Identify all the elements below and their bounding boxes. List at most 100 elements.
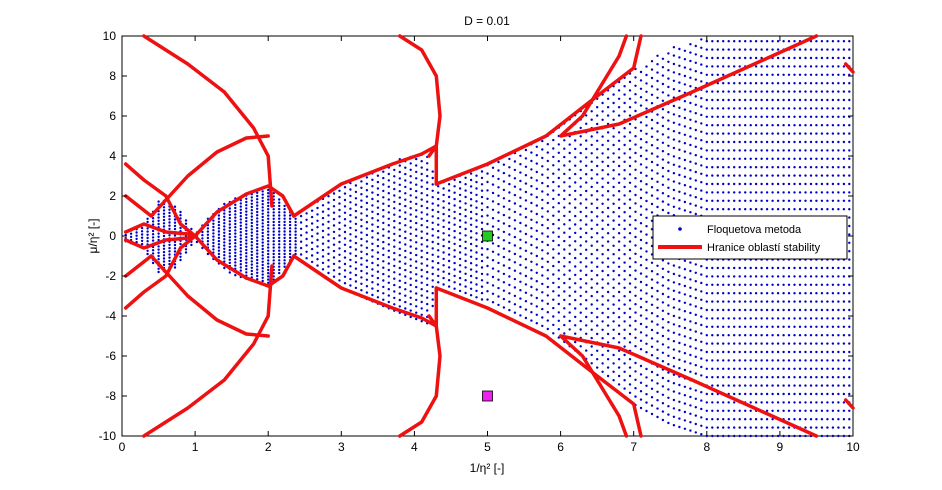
floquet-point: [447, 266, 451, 269]
floquet-point: [798, 73, 802, 77]
floquet-point: [590, 336, 593, 340]
floquet-point: [820, 132, 824, 135]
floquet-point: [310, 260, 314, 264]
floquet-point: [606, 164, 610, 168]
floquet-point: [590, 261, 593, 264]
floquet-point: [409, 226, 412, 229]
floquet-point: [261, 270, 264, 273]
floquet-point: [283, 217, 286, 220]
floquet-point: [568, 294, 571, 297]
floquet-point: [749, 266, 752, 270]
floquet-point: [343, 269, 347, 272]
floquet-point: [343, 224, 347, 227]
floquet-point: [530, 294, 533, 297]
floquet-point: [354, 261, 358, 264]
floquet-point: [288, 246, 292, 249]
floquet-point: [184, 222, 188, 225]
floquet-point: [694, 162, 697, 165]
floquet-point: [639, 96, 643, 99]
floquet-point: [239, 211, 242, 215]
floquet-point: [552, 256, 555, 259]
floquet-point: [804, 384, 807, 387]
floquet-point: [585, 315, 588, 319]
floquet-point: [645, 351, 648, 354]
floquet-point: [546, 302, 549, 305]
floquet-point: [557, 176, 560, 180]
floquet-point: [694, 120, 697, 123]
floquet-point: [842, 132, 846, 135]
floquet-point: [683, 133, 687, 136]
floquet-point: [782, 292, 785, 295]
floquet-point: [371, 274, 374, 277]
floquet-point: [568, 303, 571, 306]
floquet-point: [431, 202, 434, 205]
floquet-point: [447, 247, 451, 250]
floquet-point: [722, 283, 725, 286]
floquet-point: [431, 298, 434, 301]
floquet-point: [601, 152, 604, 155]
floquet-point: [776, 367, 780, 370]
floquet-point: [826, 342, 829, 345]
floquet-point: [387, 256, 390, 259]
floquet-point: [848, 174, 851, 177]
floquet-point: [809, 208, 813, 211]
floquet-point: [848, 73, 851, 77]
floquet-point: [415, 266, 418, 270]
floquet-point: [722, 409, 725, 412]
floquet-point: [574, 181, 577, 184]
floquet-point: [826, 90, 829, 93]
floquet-point: [261, 215, 264, 219]
floquet-point: [617, 240, 621, 243]
floquet-point: [694, 288, 697, 291]
floquet-point: [590, 244, 593, 247]
floquet-point: [815, 367, 818, 370]
floquet-point: [634, 328, 637, 331]
floquet-point: [404, 294, 407, 297]
floquet-point: [502, 272, 506, 276]
floquet-point: [409, 187, 412, 191]
floquet-point: [645, 300, 648, 303]
floquet-point: [475, 232, 478, 235]
floquet-point: [689, 395, 692, 399]
floquet-point: [700, 197, 703, 201]
floquet-point: [612, 211, 615, 214]
floquet-point: [645, 401, 648, 404]
floquet-point: [760, 325, 763, 328]
floquet-point: [634, 210, 637, 213]
floquet-point: [705, 350, 708, 354]
floquet-point: [431, 208, 434, 212]
floquet-point: [689, 43, 692, 46]
floquet-point: [530, 151, 533, 154]
floquet-point: [700, 265, 703, 268]
floquet-point: [760, 275, 763, 278]
floquet-point: [716, 65, 719, 68]
floquet-point: [798, 140, 802, 144]
floquet-point: [447, 227, 451, 231]
floquet-point: [612, 101, 615, 105]
floquet-point: [678, 148, 681, 151]
floquet-point: [776, 392, 780, 396]
floquet-point: [738, 409, 741, 412]
floquet-point: [689, 85, 692, 88]
floquet-point: [749, 174, 752, 177]
floquet-point: [782, 182, 785, 186]
floquet-point: [689, 278, 692, 281]
floquet-point: [667, 379, 670, 383]
floquet-point: [711, 115, 714, 119]
floquet-point: [371, 255, 374, 258]
floquet-point: [250, 202, 253, 205]
floquet-point: [634, 135, 637, 138]
floquet-point: [722, 401, 725, 404]
floquet-point: [278, 217, 281, 220]
floquet-point: [689, 152, 692, 155]
floquet-point: [579, 177, 582, 180]
floquet-point: [749, 384, 752, 387]
floquet-point: [541, 198, 544, 202]
floquet-point: [596, 274, 599, 277]
floquet-point: [437, 236, 440, 239]
floquet-point: [404, 224, 407, 227]
floquet-point: [628, 80, 632, 84]
floquet-point: [316, 238, 319, 242]
floquet-point: [793, 275, 796, 278]
floquet-point: [744, 73, 747, 77]
